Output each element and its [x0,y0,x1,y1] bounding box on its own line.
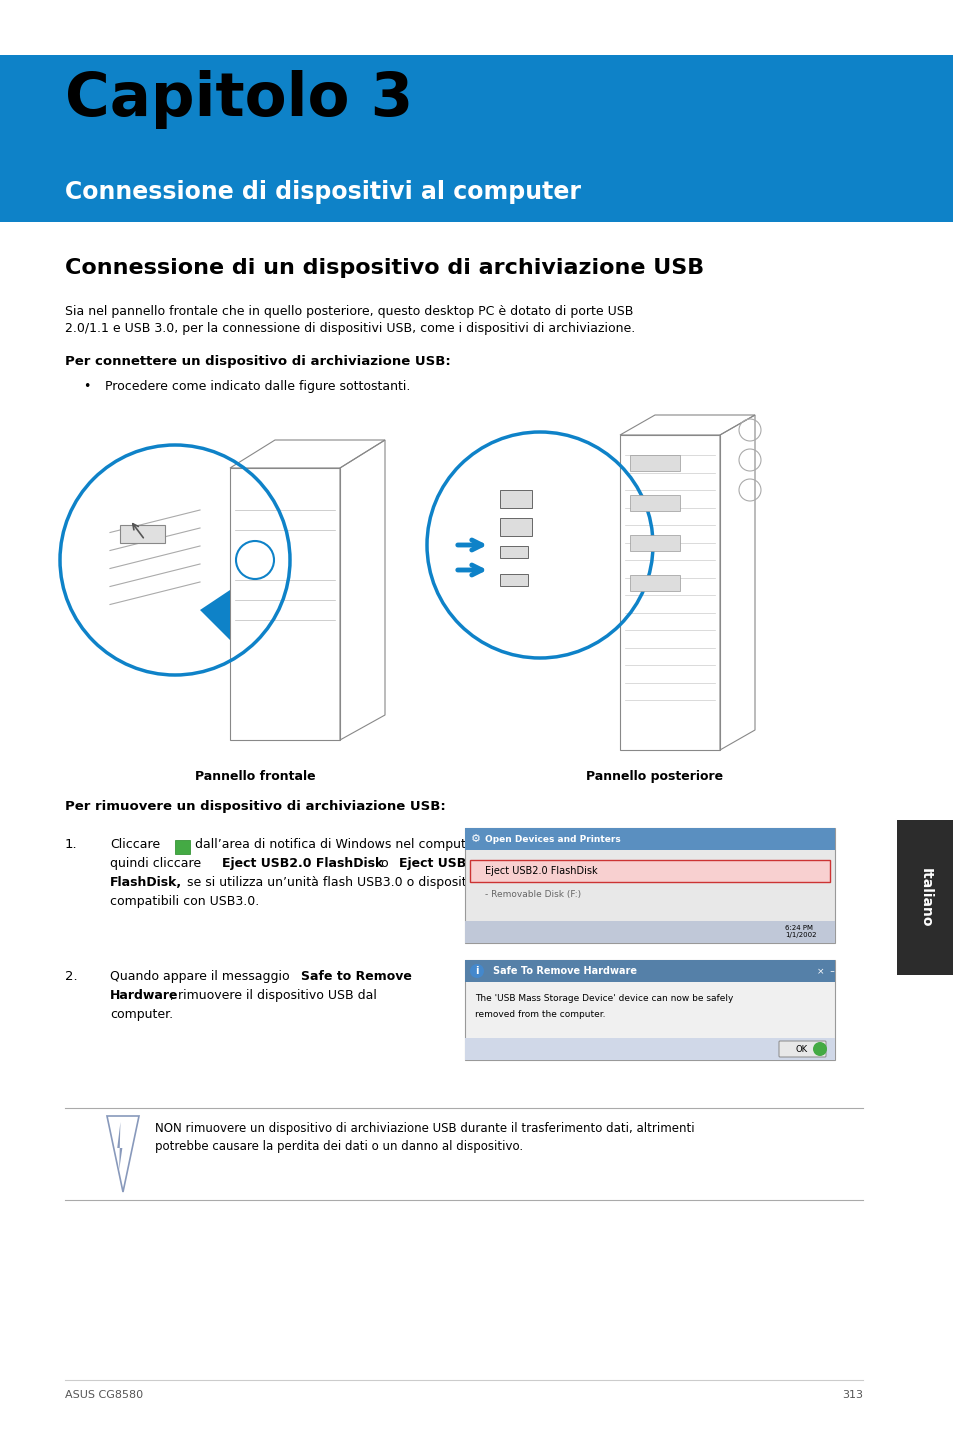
Bar [464,828,834,943]
Text: Open Devices and Printers: Open Devices and Printers [484,834,620,844]
Bar [499,518,532,536]
Text: ⚙: ⚙ [471,834,480,844]
Text: Hardware: Hardware [110,989,178,1002]
Bar [499,490,532,508]
Bar [174,840,190,854]
Text: The 'USB Mass Storage Device' device can now be safely: The 'USB Mass Storage Device' device can… [475,994,733,1002]
Ellipse shape [812,1043,826,1055]
Text: Eject USB2.0 FlashDisk: Eject USB2.0 FlashDisk [222,857,383,870]
Text: Capitolo 3: Capitolo 3 [65,70,413,129]
Text: ×  –: × – [816,966,834,975]
Polygon shape [107,1116,139,1192]
Text: Cliccare: Cliccare [110,838,160,851]
Text: Eject USB3.0: Eject USB3.0 [398,857,488,870]
Text: FlashDisk,: FlashDisk, [110,876,182,889]
Text: removed from the computer.: removed from the computer. [475,1009,605,1020]
Ellipse shape [470,963,483,978]
Bar [464,961,834,1060]
Text: Per connettere un dispositivo di archiviazione USB:: Per connettere un dispositivo di archivi… [65,355,450,368]
Text: 313: 313 [841,1391,862,1401]
FancyBboxPatch shape [779,1041,825,1057]
Text: Quando appare il messaggio: Quando appare il messaggio [110,971,294,984]
Bar [629,575,679,591]
Text: •: • [83,380,91,393]
Text: Procedere come indicato dalle figure sottostanti.: Procedere come indicato dalle figure sot… [105,380,410,393]
Text: potrebbe causare la perdita dei dati o un danno al dispositivo.: potrebbe causare la perdita dei dati o u… [154,1140,522,1153]
Text: quindi cliccare: quindi cliccare [110,857,205,870]
Text: , rimuovere il dispositivo USB dal: , rimuovere il dispositivo USB dal [170,989,376,1002]
Bar [499,546,527,558]
Text: Sia nel pannello frontale che in quello posteriore, questo desktop PC è dotato d: Sia nel pannello frontale che in quello … [65,305,633,318]
Text: se si utilizza un’unità flash USB3.0 o dispositivi: se si utilizza un’unità flash USB3.0 o d… [183,876,480,889]
Bar [464,1038,834,1060]
Text: 2.0/1.1 e USB 3.0, per la connessione di dispositivi USB, come i dispositivi di : 2.0/1.1 e USB 3.0, per la connessione di… [65,322,635,335]
Bar [629,454,679,472]
Text: Connessione di un dispositivo di archiviazione USB: Connessione di un dispositivo di archivi… [65,257,703,278]
Text: Connessione di dispositivi al computer: Connessione di dispositivi al computer [65,180,580,204]
Text: Pannello frontale: Pannello frontale [194,769,315,784]
Text: Eject USB2.0 FlashDisk: Eject USB2.0 FlashDisk [484,866,597,876]
Bar [464,920,834,943]
Bar [499,574,527,587]
Text: Pannello posteriore: Pannello posteriore [586,769,722,784]
Polygon shape [200,590,230,640]
Bar [470,860,829,881]
Bar [0,55,953,221]
Text: Italiano: Italiano [918,867,932,928]
Text: 1.: 1. [65,838,77,851]
Bar [464,828,834,850]
Text: 6:24 PM
1/1/2002: 6:24 PM 1/1/2002 [784,926,816,939]
Text: computer.: computer. [110,1008,172,1021]
Bar [120,525,165,544]
Text: dall’area di notifica di Windows nel computer,: dall’area di notifica di Windows nel com… [194,838,482,851]
Text: - Removable Disk (F:): - Removable Disk (F:) [484,890,580,899]
Text: ASUS CG8580: ASUS CG8580 [65,1391,143,1401]
Bar [629,535,679,551]
Text: Safe to Remove: Safe to Remove [301,971,412,984]
Text: NON rimuovere un dispositivo di archiviazione USB durante il trasferimento dati,: NON rimuovere un dispositivo di archivia… [154,1122,694,1135]
Text: 2.: 2. [65,971,77,984]
Text: i: i [475,966,478,976]
Text: o: o [376,857,393,870]
Bar [464,961,834,982]
Text: Per rimuovere un dispositivo di archiviazione USB:: Per rimuovere un dispositivo di archivia… [65,800,445,812]
Text: OK: OK [795,1044,807,1054]
Text: Safe To Remove Hardware: Safe To Remove Hardware [493,966,637,976]
Bar [629,495,679,510]
Text: compatibili con USB3.0.: compatibili con USB3.0. [110,894,259,907]
Polygon shape [117,1122,122,1171]
Bar [896,820,953,975]
